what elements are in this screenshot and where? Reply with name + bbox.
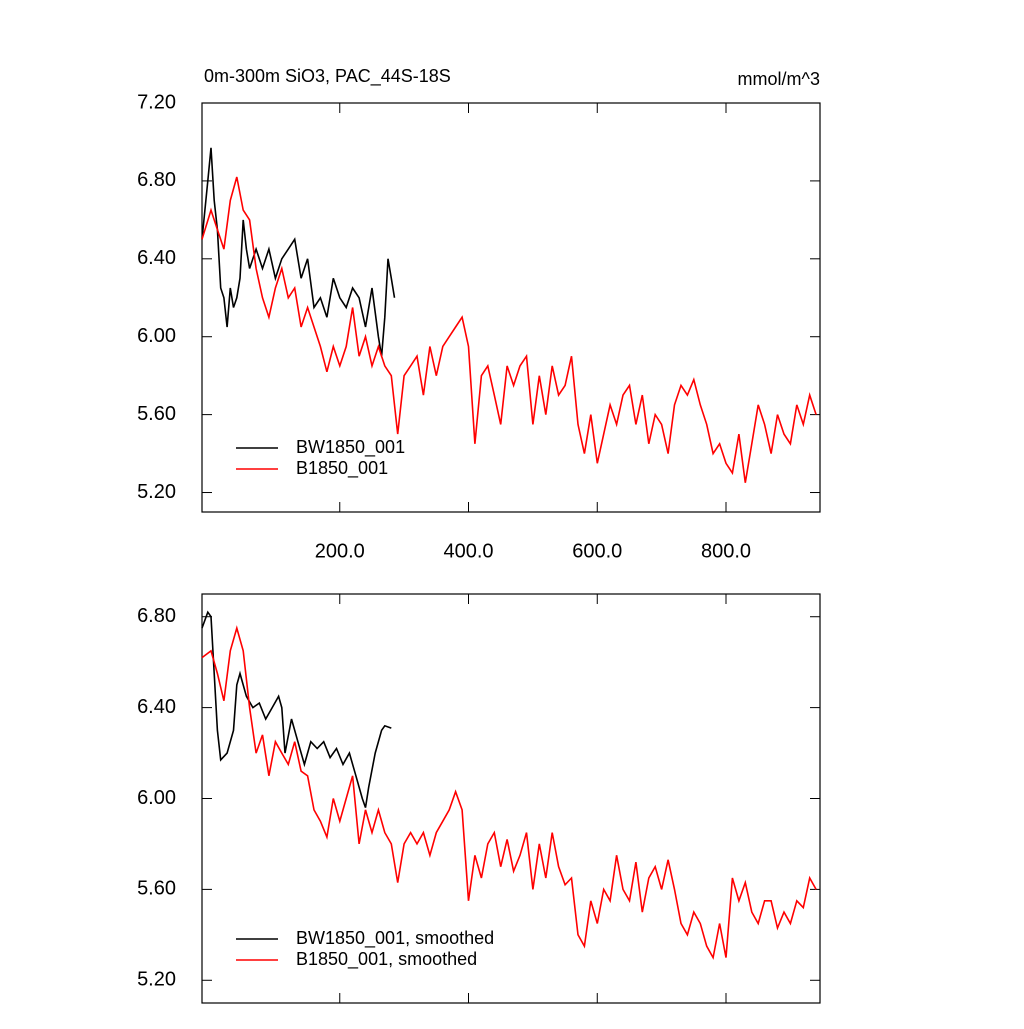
data-line (201, 625, 817, 960)
legend-label: BW1850_001, smoothed (296, 928, 494, 949)
plot-frame (201, 102, 821, 513)
y-tick-label: 6.40 (137, 247, 176, 269)
data-line (201, 176, 817, 483)
chart-title: 0m-300m SiO3, PAC_44S-18S (204, 66, 451, 87)
y-tick-label: 5.60 (137, 878, 176, 900)
y-tick-label: 5.20 (137, 969, 176, 991)
legend-label: B1850_001 (296, 458, 388, 479)
y-tick-label: 6.40 (137, 696, 176, 718)
y-tick-label: 6.80 (137, 169, 176, 191)
y-tick-label: 7.20 (137, 91, 176, 113)
legend-label: BW1850_001 (296, 437, 405, 458)
x-tick-label: 800.0 (701, 540, 751, 562)
y-tick-label: 6.80 (137, 605, 176, 627)
x-tick-label: 200.0 (315, 540, 365, 562)
y-tick-label: 5.20 (137, 481, 176, 503)
units-label: mmol/m^3 (738, 69, 820, 89)
y-tick-label: 6.00 (137, 325, 176, 347)
data-line (201, 610, 392, 808)
x-tick-label: 600.0 (572, 540, 622, 562)
y-tick-label: 5.60 (137, 403, 176, 425)
x-tick-label: 400.0 (443, 540, 493, 562)
legend-label: B1850_001, smoothed (296, 949, 477, 970)
y-tick-label: 6.00 (137, 787, 176, 809)
data-line (201, 147, 396, 357)
